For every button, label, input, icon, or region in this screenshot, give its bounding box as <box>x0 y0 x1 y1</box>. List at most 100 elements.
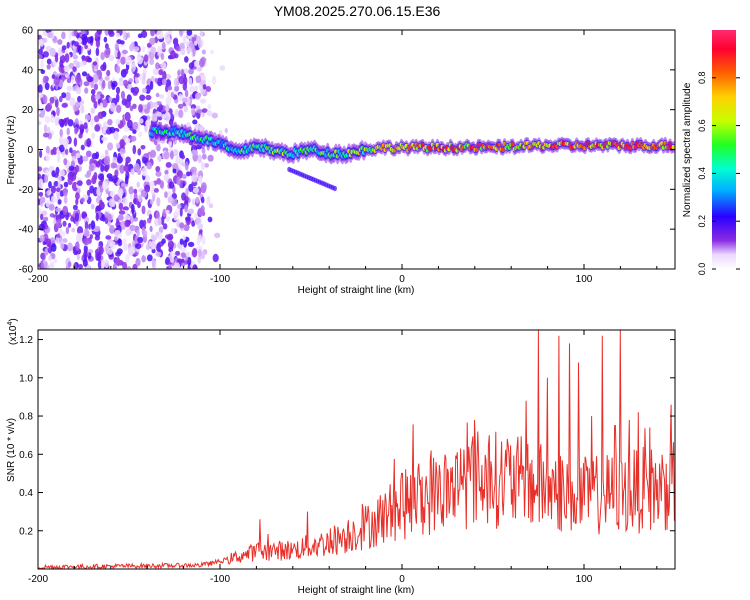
spectrogram-cell <box>43 132 50 138</box>
spectrogram-cell <box>63 195 68 204</box>
spectrogram-cell <box>197 39 202 49</box>
spectrogram-cell <box>48 203 55 211</box>
spectrogram-cell <box>158 69 163 76</box>
snr-ytick-label: 1.0 <box>19 373 33 384</box>
spectrogram-cell <box>165 85 169 93</box>
spectrogram-cell <box>112 262 117 269</box>
spectrogram-cell <box>94 115 100 123</box>
spectrogram-cell <box>57 199 62 205</box>
spectrogram-cell <box>46 64 51 70</box>
spectrogram-cell <box>155 92 160 98</box>
spectrogram-cell <box>83 81 90 87</box>
spectrogram-cell <box>142 68 148 74</box>
spectrogram-cell <box>149 180 155 188</box>
spectrogram-cell <box>90 203 95 210</box>
spectrogram-cell <box>155 171 162 177</box>
spectrogram-cell <box>141 167 148 177</box>
spectrogram-cell <box>135 243 142 250</box>
spectrogram-cell <box>76 87 82 95</box>
spectrogram-cell <box>55 187 61 192</box>
spectrogram-cell <box>88 164 94 172</box>
spectrogram-cell <box>87 249 94 254</box>
spectrogram-cell <box>82 39 87 45</box>
spectrogram-cell <box>151 258 156 269</box>
spectrogram-cell <box>185 216 191 222</box>
spectrogram-cell <box>167 85 173 91</box>
spectrogram-cell <box>146 254 153 262</box>
spectrogram-cell <box>75 198 79 205</box>
spectrogram-cell <box>104 211 110 218</box>
spectrogram-cell <box>183 104 188 113</box>
spectrogram-ytick-label: -20 <box>19 185 34 196</box>
spectrogram-cell <box>118 80 124 87</box>
spectrogram-cell <box>151 113 158 123</box>
spectrogram-cell <box>153 188 159 193</box>
spectrogram-cell <box>99 94 105 99</box>
spectrogram-cell <box>149 150 157 158</box>
spectrogram-cell <box>135 258 141 267</box>
spectrogram-cell <box>115 65 121 74</box>
spectrogram-cell <box>122 49 128 55</box>
spectrogram-cell <box>184 204 189 213</box>
spectrogram-cell <box>59 128 63 137</box>
spectrogram-cell <box>70 216 75 222</box>
spectrogram-cell <box>170 150 174 160</box>
snr-ytick-label: 0.6 <box>19 450 33 461</box>
spectrogram-cell <box>116 104 122 114</box>
colorbar-tick-label: 0.2 <box>697 215 707 228</box>
spectrogram-cell <box>185 251 190 257</box>
spectrogram-cell <box>86 138 92 148</box>
spectrogram-cell <box>197 245 203 251</box>
spectrogram-cell <box>61 102 68 108</box>
spectrogram-cell <box>78 264 83 269</box>
spectrogram-cell <box>154 67 160 76</box>
spectrogram-xlabel: Height of straight line (km) <box>298 285 415 296</box>
spectrogram-cell <box>53 258 58 264</box>
spectrogram-cell <box>89 185 95 194</box>
spectrogram-cell <box>38 54 43 59</box>
spectrogram-cell <box>170 50 176 60</box>
spectrogram-cell <box>162 208 167 218</box>
spectrogram-cell <box>150 240 156 250</box>
spectrogram-cell <box>38 191 44 197</box>
spectrogram-cell <box>139 94 146 101</box>
spectrogram-cell <box>181 262 186 267</box>
spectrogram-cell <box>191 107 196 116</box>
spectrogram-cell <box>98 159 103 166</box>
spectrogram-cell <box>39 234 45 243</box>
spectrogram-cell <box>197 154 202 164</box>
spectrogram-cell <box>42 95 48 105</box>
spectrogram-cell <box>124 219 131 228</box>
spectrogram-cell <box>115 93 120 103</box>
colorbar: 0.0 0.2 0.4 0.6 0.8 Normalized spectral ampl… <box>682 30 740 275</box>
spectrogram-cell <box>132 103 137 110</box>
spectrogram-cell <box>179 222 185 229</box>
spectrogram-cell <box>120 56 126 65</box>
spectrogram-cell <box>175 250 181 256</box>
spectrogram-cell <box>100 164 105 173</box>
spectrogram-cell <box>115 86 121 95</box>
spectrogram-cell <box>187 241 195 248</box>
spectrogram-cell <box>63 158 68 166</box>
spectrogram-cell <box>104 76 110 81</box>
spectrogram-cell <box>200 75 207 81</box>
spectrogram-cell <box>124 175 129 185</box>
spectrogram-cell <box>110 162 116 169</box>
spectrogram-cell <box>183 238 188 248</box>
spectrogram-cell <box>113 194 120 202</box>
spectrogram-ytick-label: 40 <box>22 65 34 76</box>
spectrogram-cell <box>199 228 203 234</box>
spectrogram-cell <box>44 115 51 124</box>
spectrogram-cell <box>184 161 189 171</box>
spectrogram-cell <box>110 190 116 198</box>
spectrogram-cell <box>75 241 80 251</box>
spectrogram-cell <box>45 153 50 162</box>
spectrogram-ytick-label: 20 <box>22 105 34 116</box>
spectrogram-cell <box>76 180 83 187</box>
spectrogram-cell <box>114 229 121 237</box>
spectrogram-cell <box>74 118 79 127</box>
spectrogram-cell <box>57 175 62 184</box>
spectrogram-cell <box>190 104 197 110</box>
spectrogram-cell <box>200 161 205 171</box>
spectrogram-cell <box>191 174 198 183</box>
